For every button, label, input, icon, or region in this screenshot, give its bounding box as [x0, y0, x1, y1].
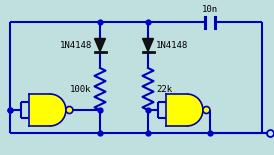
Circle shape [66, 106, 73, 113]
Text: 100k: 100k [70, 84, 92, 93]
Circle shape [203, 106, 210, 113]
Polygon shape [166, 94, 187, 126]
Polygon shape [50, 94, 66, 126]
Text: 1N4148: 1N4148 [156, 40, 188, 49]
Polygon shape [29, 94, 50, 126]
Text: 22k: 22k [156, 84, 173, 93]
Polygon shape [95, 38, 105, 51]
Polygon shape [187, 94, 203, 126]
Text: 1N4148: 1N4148 [60, 40, 93, 49]
Polygon shape [142, 38, 153, 51]
Text: 10n: 10n [202, 5, 218, 15]
